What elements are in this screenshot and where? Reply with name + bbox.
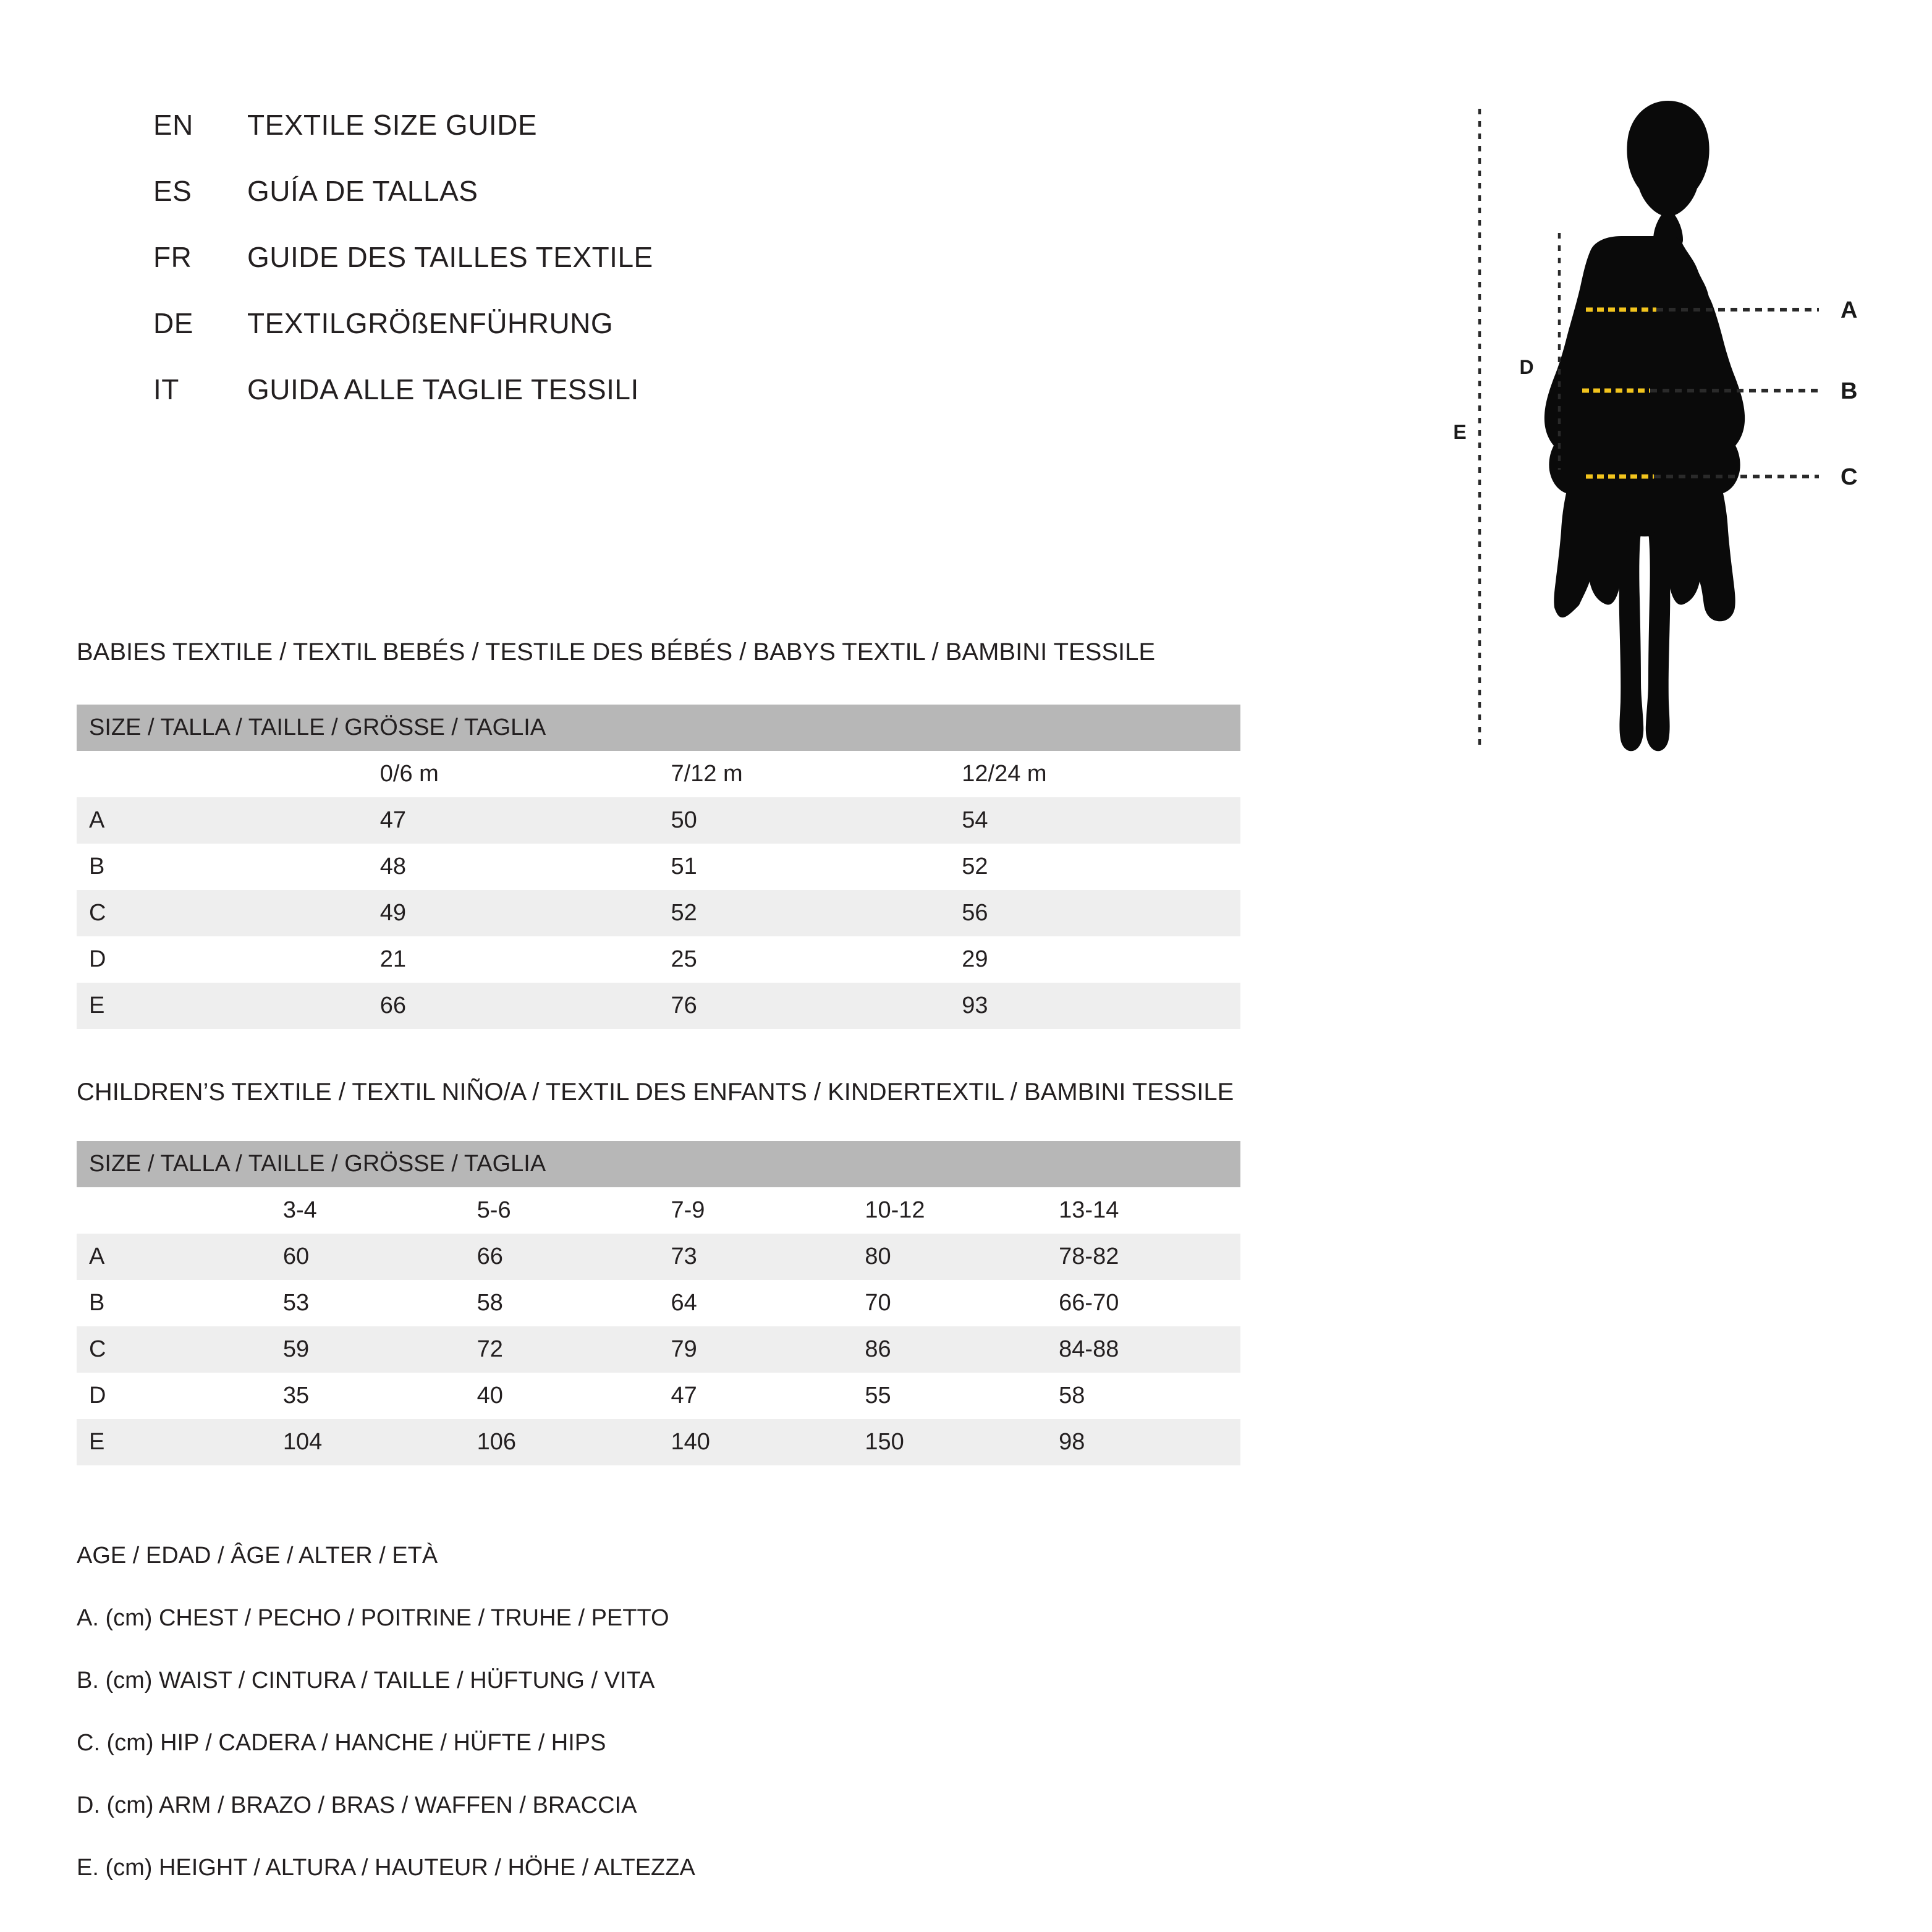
svg-text:A: A [1841,297,1857,323]
svg-text:C: C [1841,464,1857,490]
svg-text:D: D [1519,356,1533,378]
svg-text:E: E [1453,421,1466,443]
svg-text:B: B [1841,378,1857,404]
